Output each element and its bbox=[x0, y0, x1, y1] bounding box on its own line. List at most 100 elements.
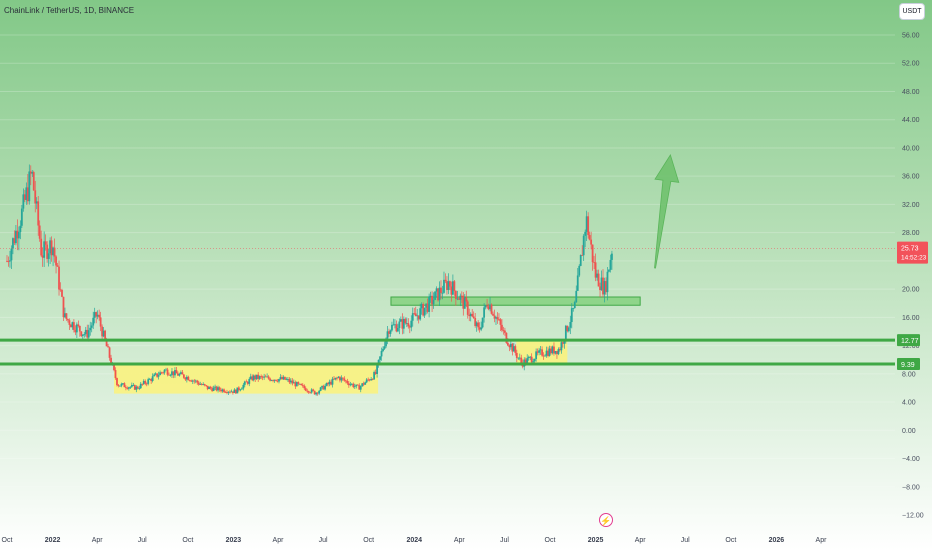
candle-body bbox=[514, 346, 517, 353]
candle-body bbox=[389, 330, 392, 334]
candle-body bbox=[350, 383, 353, 385]
candle-body bbox=[608, 269, 610, 272]
candle-body bbox=[26, 187, 29, 202]
candle-body bbox=[486, 305, 488, 307]
candle-body bbox=[367, 379, 370, 381]
candle-body bbox=[567, 327, 570, 332]
candle-body bbox=[47, 253, 50, 259]
candle-body bbox=[411, 313, 414, 321]
candle-body bbox=[428, 296, 431, 312]
candle-body bbox=[102, 330, 105, 337]
candle-body bbox=[169, 374, 172, 376]
x-tick-label: Oct bbox=[182, 537, 193, 544]
candle-body bbox=[237, 387, 240, 391]
candle-body bbox=[12, 238, 14, 249]
candle-body bbox=[232, 391, 234, 393]
candle-body bbox=[564, 325, 567, 341]
candle-body bbox=[38, 225, 41, 239]
candle-body bbox=[401, 319, 404, 329]
candle-body bbox=[252, 375, 255, 381]
candle-body bbox=[453, 281, 456, 291]
candle-body bbox=[597, 273, 600, 287]
candle-body bbox=[301, 385, 304, 386]
candle-body bbox=[484, 305, 487, 308]
candle-body bbox=[113, 364, 115, 371]
candle-body bbox=[165, 369, 167, 371]
candle-body bbox=[446, 281, 448, 290]
candle-body bbox=[58, 266, 60, 290]
candle-body bbox=[175, 370, 178, 374]
candle-body bbox=[481, 317, 484, 328]
candle-body bbox=[388, 331, 390, 334]
candle-body bbox=[300, 383, 303, 386]
candle-body bbox=[206, 385, 209, 390]
candle-body bbox=[208, 386, 211, 390]
candle-body bbox=[505, 332, 508, 343]
candle-body bbox=[603, 281, 606, 295]
candle-body bbox=[307, 391, 310, 393]
candle-body bbox=[197, 382, 200, 385]
candle-body bbox=[471, 313, 474, 317]
y-tick-label: 28.00 bbox=[902, 230, 920, 237]
candle-body bbox=[322, 385, 325, 390]
candle-body bbox=[474, 318, 477, 327]
candle-body bbox=[98, 314, 101, 318]
candle-body bbox=[239, 389, 242, 391]
candle-body bbox=[434, 291, 436, 300]
candle-body bbox=[550, 348, 552, 354]
candle-body bbox=[139, 383, 142, 389]
candle-body bbox=[61, 289, 63, 297]
candle-body bbox=[270, 380, 273, 381]
candle-body bbox=[447, 281, 450, 290]
x-tick-label: 2024 bbox=[406, 537, 422, 544]
candle-body bbox=[32, 172, 35, 191]
y-axis: 56.00 52.00 48.00 44.00 40.00 36.00 32.00 28.00… bbox=[902, 33, 924, 520]
candle-body bbox=[480, 327, 483, 330]
candle-body bbox=[316, 392, 319, 394]
candle-body bbox=[148, 379, 151, 380]
candle-body bbox=[306, 390, 309, 392]
candle-body bbox=[226, 392, 228, 393]
candle-body bbox=[80, 331, 83, 336]
candle-body bbox=[279, 377, 282, 380]
candle-body bbox=[289, 380, 292, 383]
candle-body bbox=[498, 319, 500, 321]
y-tick-label: 12.00 bbox=[902, 343, 920, 350]
lightning-icon[interactable]: ⚡ bbox=[599, 513, 613, 527]
candle-body bbox=[435, 288, 438, 292]
candle-body bbox=[55, 256, 57, 266]
candle-body bbox=[429, 295, 432, 297]
candle-body bbox=[512, 346, 515, 352]
candle-body bbox=[267, 376, 270, 379]
candle-body bbox=[544, 355, 546, 357]
candle-body bbox=[243, 381, 246, 385]
candle-body bbox=[281, 377, 283, 380]
candle-body bbox=[110, 357, 112, 365]
candle-body bbox=[75, 324, 78, 333]
candle-body bbox=[258, 376, 261, 379]
horizontal-lines[interactable] bbox=[0, 338, 895, 366]
candle-body bbox=[125, 387, 127, 388]
candle-body bbox=[72, 322, 75, 330]
candle-body bbox=[431, 295, 433, 305]
candle-body bbox=[410, 320, 413, 328]
candle-body bbox=[199, 384, 202, 385]
candle-body bbox=[194, 380, 197, 382]
candle-body bbox=[475, 322, 478, 327]
currency-unit-button[interactable]: USDT bbox=[899, 3, 925, 20]
candle-body bbox=[81, 334, 84, 336]
x-tick-label: Apr bbox=[454, 537, 466, 544]
candle-body bbox=[105, 339, 108, 347]
x-tick-label: Oct bbox=[2, 537, 13, 544]
y-tick-label: 48.00 bbox=[902, 89, 920, 96]
y-tick-label: 44.00 bbox=[902, 117, 920, 124]
candle-body bbox=[224, 391, 227, 393]
chart-title: ChainLink / TetherUS, 1D, BINANCE bbox=[4, 6, 135, 15]
candle-body bbox=[356, 384, 359, 386]
candle-body bbox=[368, 379, 371, 381]
candle-body bbox=[154, 373, 157, 375]
candle-body bbox=[509, 343, 512, 348]
candle-body bbox=[174, 370, 176, 376]
candle-body bbox=[319, 387, 322, 391]
